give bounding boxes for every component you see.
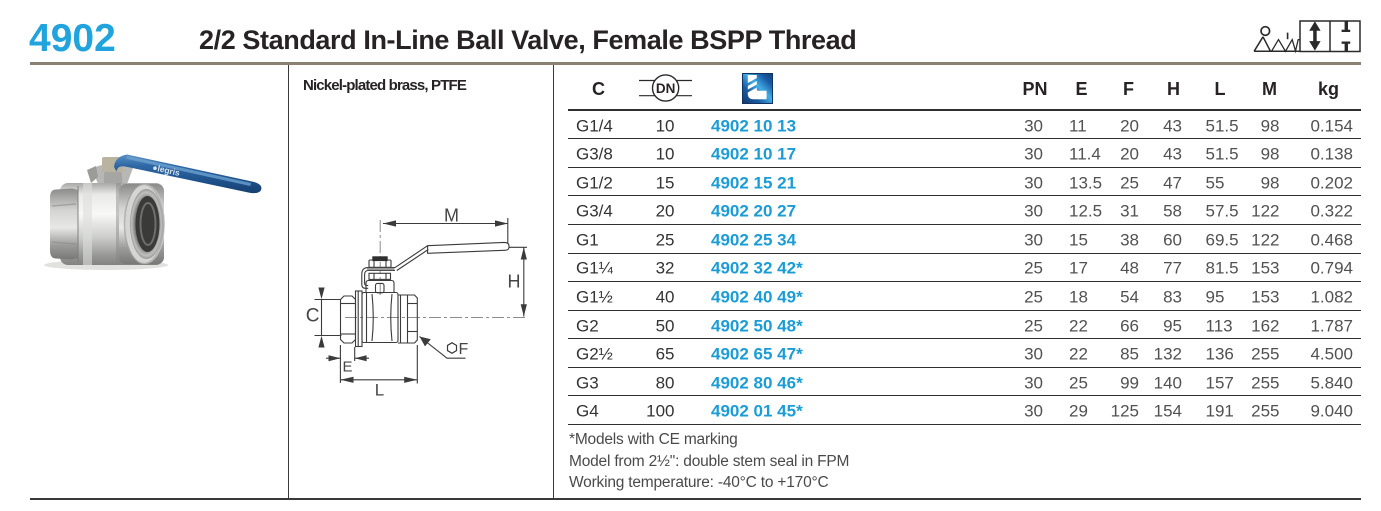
svg-text:DN: DN	[656, 81, 676, 96]
svg-text:L: L	[375, 381, 384, 400]
svg-text:E: E	[342, 359, 352, 376]
svg-text:F: F	[459, 341, 469, 358]
svg-text:C: C	[306, 306, 320, 327]
svg-text:●legris: ●legris	[152, 162, 182, 178]
svg-text:M: M	[444, 206, 459, 226]
svg-text:H: H	[508, 272, 521, 292]
